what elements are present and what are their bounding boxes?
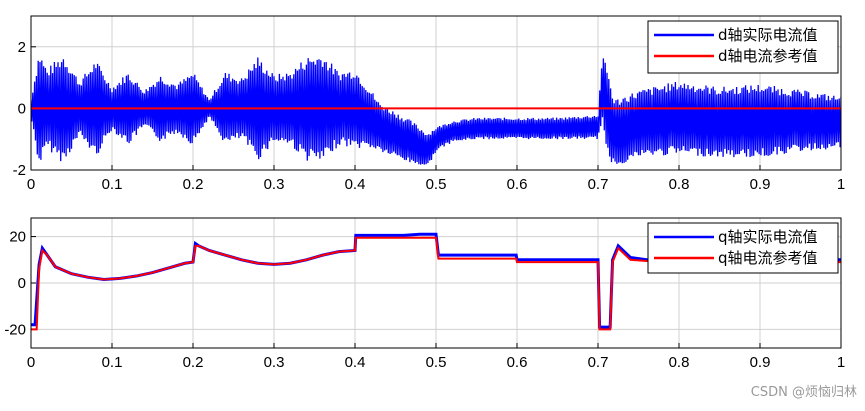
x-tick-label: 0.5 <box>426 354 447 371</box>
x-tick-label: 0.9 <box>750 176 771 193</box>
x-tick-label: 0.6 <box>507 176 528 193</box>
x-tick-label: 0.4 <box>345 354 366 371</box>
legend-label-2: d轴电流参考值 <box>718 47 818 65</box>
axes-box <box>30 217 842 349</box>
legend-label-1: d轴实际电流值 <box>718 26 818 44</box>
watermark: CSDN @烦恼归林 <box>750 385 857 400</box>
x-tick-label: 0.2 <box>183 176 204 193</box>
x-tick-label: 0.7 <box>588 354 609 371</box>
x-tick-label: 0.4 <box>345 176 366 193</box>
series-group <box>31 232 841 331</box>
x-tick-label: 0.3 <box>264 354 285 371</box>
legend-box <box>647 222 839 274</box>
x-tick-label: 1 <box>837 176 845 193</box>
x-tick-label: 0.2 <box>183 354 204 371</box>
y-tick-label: 0 <box>18 100 26 117</box>
x-tick-label: 0.8 <box>669 354 690 371</box>
y-tick-label: 0 <box>18 275 26 292</box>
series-group <box>31 57 841 165</box>
axes-box <box>30 15 842 171</box>
x-tick-label: 0 <box>27 176 35 193</box>
x-tick-label: 1 <box>837 354 845 371</box>
series-line-1 <box>31 57 841 165</box>
y-tick-label: -20 <box>4 321 26 338</box>
y-tick-label: -2 <box>13 162 26 179</box>
x-tick-label: 0.1 <box>102 176 123 193</box>
legend-box <box>647 20 839 74</box>
x-tick-label: 0.7 <box>588 176 609 193</box>
y-tick-label: 20 <box>9 229 26 246</box>
legend: q轴实际电流值 q轴电流参考值 <box>647 222 839 274</box>
legend-label-2: q轴电流参考值 <box>718 249 818 267</box>
x-tick-label: 0.6 <box>507 354 528 371</box>
y-tick-label: 2 <box>18 39 26 56</box>
x-tick-label: 0.1 <box>102 354 123 371</box>
x-tick-label: 0.5 <box>426 176 447 193</box>
x-tick-label: 0.8 <box>669 176 690 193</box>
x-tick-label: 0.3 <box>264 176 285 193</box>
legend-label-1: q轴实际电流值 <box>718 228 818 246</box>
x-tick-label: 0 <box>27 354 35 371</box>
chart-1: 0 0.1 0.2 0.3 0.4 0.5 0.6 0.7 0.8 0.9 1-202d轴实际电流值… <box>13 15 845 193</box>
legend: d轴实际电流值 d轴电流参考值 <box>647 20 839 74</box>
x-tick-label: 0.9 <box>750 354 771 371</box>
series-line-2 <box>31 236 841 331</box>
